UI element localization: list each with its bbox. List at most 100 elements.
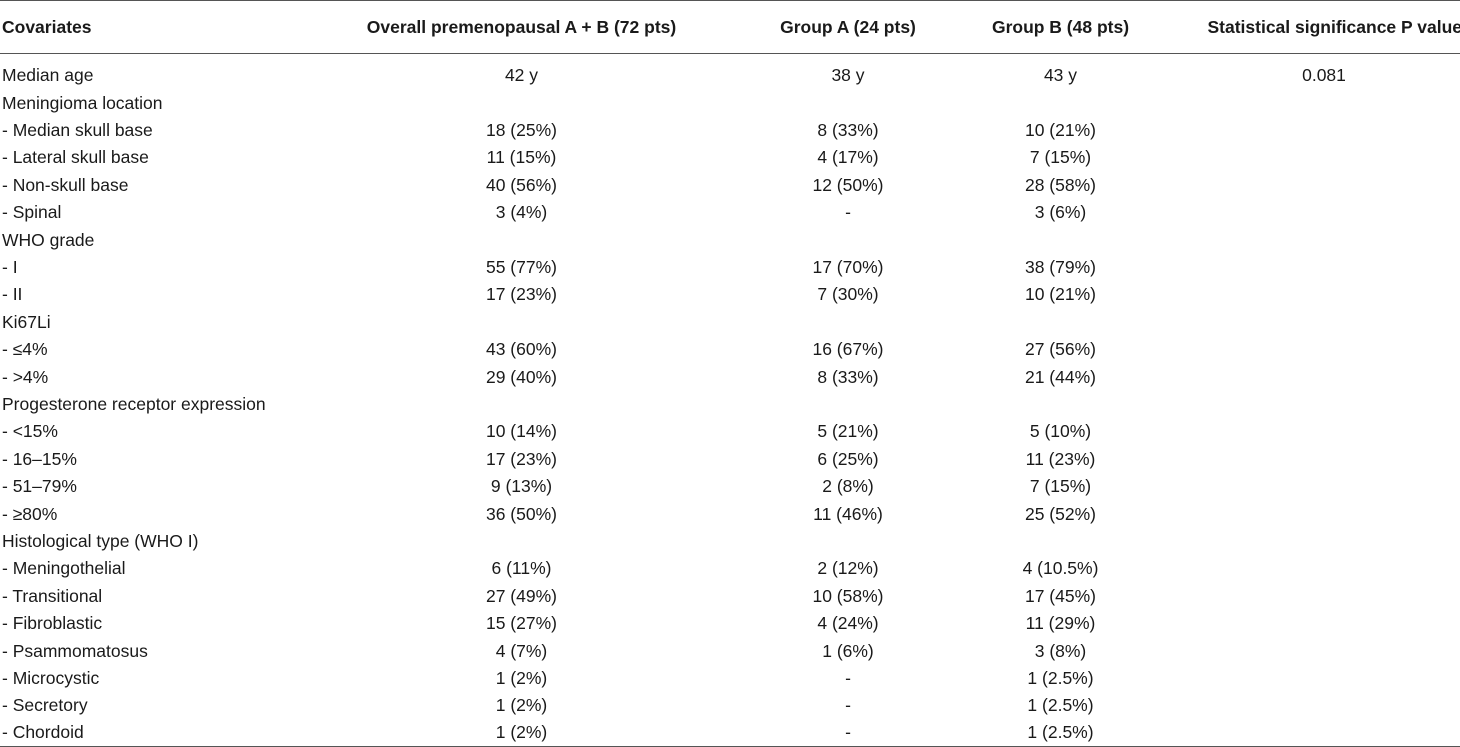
cell-group-b: 1 (2.5%) [1027, 695, 1094, 716]
cell-p-value [1156, 226, 1460, 253]
table-row: - Chordoid 1 (2%) - 1 (2.5%) [0, 719, 1460, 747]
cell-p-value [1156, 473, 1460, 500]
cell-group-b: 7 (15%) [1029, 476, 1092, 497]
cell-overall: 42 y [504, 65, 539, 86]
cell-overall: 10 (14%) [485, 421, 557, 442]
cell-covariate: Ki67Li [2, 311, 51, 332]
cell-covariate: Median age [2, 65, 94, 86]
cell-p-value [1156, 637, 1460, 664]
cell-covariate: - Non-skull base [2, 174, 129, 195]
cell-group-a: 4 (24%) [817, 613, 879, 634]
cell-p-value [1156, 719, 1460, 746]
header-row: Covariates Overall premenopausal A + B (… [0, 0, 1460, 54]
cell-overall: 29 (40%) [485, 366, 557, 387]
cell-group-b: 17 (45%) [1024, 585, 1096, 606]
table-row: - 51–79% 9 (13%) 2 (8%) 7 (15%) [0, 473, 1460, 500]
cell-overall: 27 (49%) [485, 585, 557, 606]
cell-group-a: 17 (70%) [812, 257, 884, 278]
cell-group-b: 4 (10.5%) [1022, 558, 1099, 579]
cell-covariate: - Spinal [2, 202, 62, 223]
table-row: - ≥80% 36 (50%) 11 (46%) 25 (52%) [0, 500, 1460, 527]
cell-covariate: - II [2, 284, 23, 305]
table-row: - I 55 (77%) 17 (70%) 38 (79%) [0, 254, 1460, 281]
cell-covariate: - ≤4% [2, 339, 48, 360]
cell-p-value [1156, 610, 1460, 637]
cell-overall: 55 (77%) [485, 257, 557, 278]
cell-p-value [1156, 117, 1460, 144]
cell-overall: 11 (15%) [486, 147, 557, 168]
cell-p-value [1156, 281, 1460, 308]
cell-covariate: - 51–79% [2, 476, 77, 497]
cell-covariate: - Meningothelial [2, 558, 126, 579]
cell-covariate: - Chordoid [2, 722, 84, 743]
table-row: Histological type (WHO I) [0, 528, 1460, 555]
cell-group-a: 2 (12%) [817, 558, 879, 579]
header-p-value: Statistical significance P value [1207, 16, 1460, 37]
table-row: - Fibroblastic 15 (27%) 4 (24%) 11 (29%) [0, 610, 1460, 637]
cell-covariate: - Transitional [2, 585, 103, 606]
cell-group-a [731, 90, 965, 117]
cell-covariate: Progesterone receptor expression [2, 393, 266, 414]
cell-group-b: 21 (44%) [1024, 366, 1096, 387]
cell-group-b: 25 (52%) [1024, 503, 1096, 524]
cell-group-a: 8 (33%) [817, 120, 879, 141]
cell-covariate: Histological type (WHO I) [2, 530, 199, 551]
cell-overall [312, 226, 731, 253]
table-row: - Lateral skull base 11 (15%) 4 (17%) 7 (15… [0, 144, 1460, 171]
table-row: - >4% 29 (40%) 8 (33%) 21 (44%) [0, 363, 1460, 390]
cell-group-a [731, 309, 965, 336]
cell-overall: 15 (27%) [485, 613, 557, 634]
cell-p-value [1156, 391, 1460, 418]
cell-group-a: 11 (46%) [813, 503, 883, 524]
cell-overall: 3 (4%) [495, 202, 548, 223]
cell-covariate: - Secretory [2, 695, 88, 716]
cell-covariate: - >4% [2, 366, 49, 387]
cell-p-value [1156, 500, 1460, 527]
cell-group-b: 11 (29%) [1025, 613, 1096, 634]
cell-p-value [1156, 199, 1460, 226]
cell-group-b: 3 (6%) [1034, 202, 1087, 223]
table-body: Median age 42 y 38 y 43 y 0.081 Meningioma lo… [0, 54, 1460, 747]
cell-group-a: - [845, 202, 851, 223]
cell-covariate: - Lateral skull base [2, 147, 149, 168]
table-row: - Spinal 3 (4%) - 3 (6%) [0, 199, 1460, 226]
cell-group-a: 4 (17%) [817, 147, 879, 168]
cell-covariate: - ≥80% [2, 503, 58, 524]
cell-overall: 17 (23%) [485, 448, 557, 469]
cell-overall: 6 (11%) [491, 558, 552, 579]
cell-overall [312, 391, 731, 418]
cell-covariate: - Microcystic [2, 667, 100, 688]
cell-group-a [731, 226, 965, 253]
header-group-a: Group A (24 pts) [780, 16, 916, 37]
cell-group-b: 10 (21%) [1024, 284, 1096, 305]
cell-p-value [1156, 363, 1460, 390]
cell-group-a: 8 (33%) [817, 366, 879, 387]
cell-p-value [1156, 583, 1460, 610]
cell-overall [312, 528, 731, 555]
cell-p-value [1156, 172, 1460, 199]
cell-covariate: - <15% [2, 421, 58, 442]
cell-group-a: - [845, 695, 851, 716]
cell-group-b [965, 226, 1156, 253]
cell-overall [312, 309, 731, 336]
table-row: Median age 42 y 38 y 43 y 0.081 [0, 54, 1460, 90]
cell-p-value [1156, 90, 1460, 117]
cell-group-b: 11 (23%) [1025, 448, 1096, 469]
cell-p-value [1156, 144, 1460, 171]
cell-overall: 1 (2%) [495, 695, 548, 716]
header-covariates: Covariates [2, 16, 92, 37]
cell-group-b: 28 (58%) [1024, 174, 1096, 195]
table-row: - Non-skull base 40 (56%) 12 (50%) 28 (58%) [0, 172, 1460, 199]
table-row: Ki67Li [0, 309, 1460, 336]
cell-p-value [1156, 254, 1460, 281]
cell-p-value [1156, 692, 1460, 719]
cell-covariate: - 16–15% [2, 448, 77, 469]
cell-group-b: 1 (2.5%) [1027, 722, 1094, 743]
table-row: - Median skull base 18 (25%) 8 (33%) 10 (21… [0, 117, 1460, 144]
cell-overall: 9 (13%) [490, 476, 553, 497]
table-row: - 16–15% 17 (23%) 6 (25%) 11 (23%) [0, 446, 1460, 473]
table-header: Covariates Overall premenopausal A + B (… [0, 0, 1460, 54]
cell-covariate: - Psammomatosus [2, 640, 148, 661]
cell-p-value: 0.081 [1302, 65, 1346, 86]
